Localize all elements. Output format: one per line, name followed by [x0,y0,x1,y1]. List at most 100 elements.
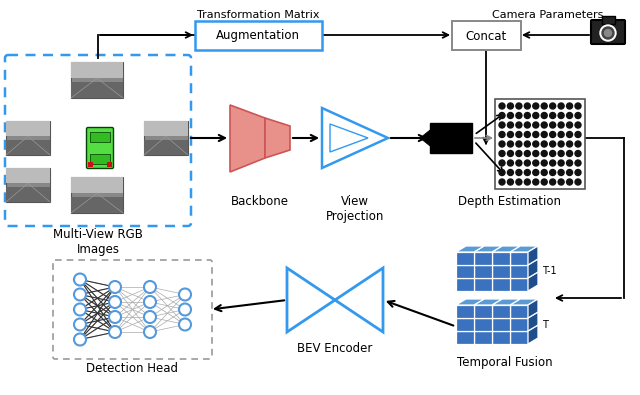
Polygon shape [510,252,528,265]
Circle shape [566,141,573,147]
Circle shape [575,160,581,166]
Circle shape [566,160,573,166]
Polygon shape [474,246,502,252]
Polygon shape [474,305,492,318]
Circle shape [524,150,531,156]
FancyBboxPatch shape [71,197,123,213]
Circle shape [541,113,547,118]
Circle shape [558,150,564,156]
Circle shape [566,132,573,137]
Circle shape [575,150,581,156]
Polygon shape [510,299,538,305]
Circle shape [524,122,531,128]
FancyBboxPatch shape [6,140,50,155]
Circle shape [109,326,121,338]
FancyBboxPatch shape [6,168,50,202]
FancyBboxPatch shape [71,62,123,98]
Polygon shape [474,331,492,344]
Circle shape [532,113,539,118]
FancyBboxPatch shape [5,55,191,226]
Circle shape [516,132,522,137]
Polygon shape [528,299,538,318]
Text: Camera Parameters: Camera Parameters [492,10,604,20]
FancyBboxPatch shape [53,260,212,359]
FancyBboxPatch shape [71,177,123,193]
FancyBboxPatch shape [144,121,188,155]
Circle shape [550,132,556,137]
Polygon shape [510,318,528,331]
Polygon shape [456,299,484,305]
Polygon shape [528,272,538,291]
Polygon shape [528,259,538,278]
Circle shape [508,179,513,185]
Polygon shape [510,331,528,344]
Circle shape [74,288,86,301]
Polygon shape [492,265,510,278]
FancyBboxPatch shape [602,15,614,23]
Circle shape [575,103,581,109]
Circle shape [566,122,573,128]
Text: BEV Encoder: BEV Encoder [298,342,372,355]
Circle shape [109,281,121,293]
FancyBboxPatch shape [495,99,585,189]
FancyBboxPatch shape [6,168,50,183]
Circle shape [566,150,573,156]
Circle shape [600,25,616,41]
Circle shape [74,303,86,316]
Circle shape [499,132,505,137]
Circle shape [74,333,86,346]
FancyBboxPatch shape [451,21,520,49]
Polygon shape [456,305,474,318]
FancyBboxPatch shape [430,123,472,153]
Circle shape [550,141,556,147]
Circle shape [179,303,191,316]
Circle shape [516,113,522,118]
Polygon shape [528,246,538,265]
FancyBboxPatch shape [71,177,123,213]
Text: Depth Estimation: Depth Estimation [458,195,561,208]
FancyBboxPatch shape [6,121,50,155]
Text: Multi-View RGB
Images: Multi-View RGB Images [53,228,143,256]
Circle shape [550,169,556,175]
Polygon shape [420,130,430,146]
FancyBboxPatch shape [591,20,625,44]
Polygon shape [456,246,484,252]
Polygon shape [456,318,474,331]
Polygon shape [492,305,510,318]
Text: Augmentation: Augmentation [216,30,300,43]
Circle shape [558,169,564,175]
Circle shape [74,273,86,286]
Circle shape [516,122,522,128]
Circle shape [499,113,505,118]
Circle shape [499,169,505,175]
FancyBboxPatch shape [90,154,110,164]
Circle shape [575,113,581,118]
FancyBboxPatch shape [6,121,50,136]
Text: T-1: T-1 [542,267,557,276]
Circle shape [532,160,539,166]
Circle shape [508,132,513,137]
Circle shape [558,179,564,185]
Circle shape [144,311,156,323]
Circle shape [524,141,531,147]
Circle shape [558,141,564,147]
Circle shape [550,160,556,166]
Text: T: T [542,320,548,329]
Circle shape [516,150,522,156]
Circle shape [541,160,547,166]
Polygon shape [474,278,492,291]
Circle shape [144,326,156,338]
Circle shape [516,169,522,175]
FancyBboxPatch shape [6,187,50,202]
Circle shape [541,141,547,147]
Circle shape [541,179,547,185]
Circle shape [575,179,581,185]
Circle shape [541,103,547,109]
Circle shape [499,179,505,185]
Polygon shape [335,268,383,332]
Circle shape [144,296,156,308]
Circle shape [541,169,547,175]
FancyBboxPatch shape [107,162,112,167]
Circle shape [550,150,556,156]
Circle shape [508,141,513,147]
